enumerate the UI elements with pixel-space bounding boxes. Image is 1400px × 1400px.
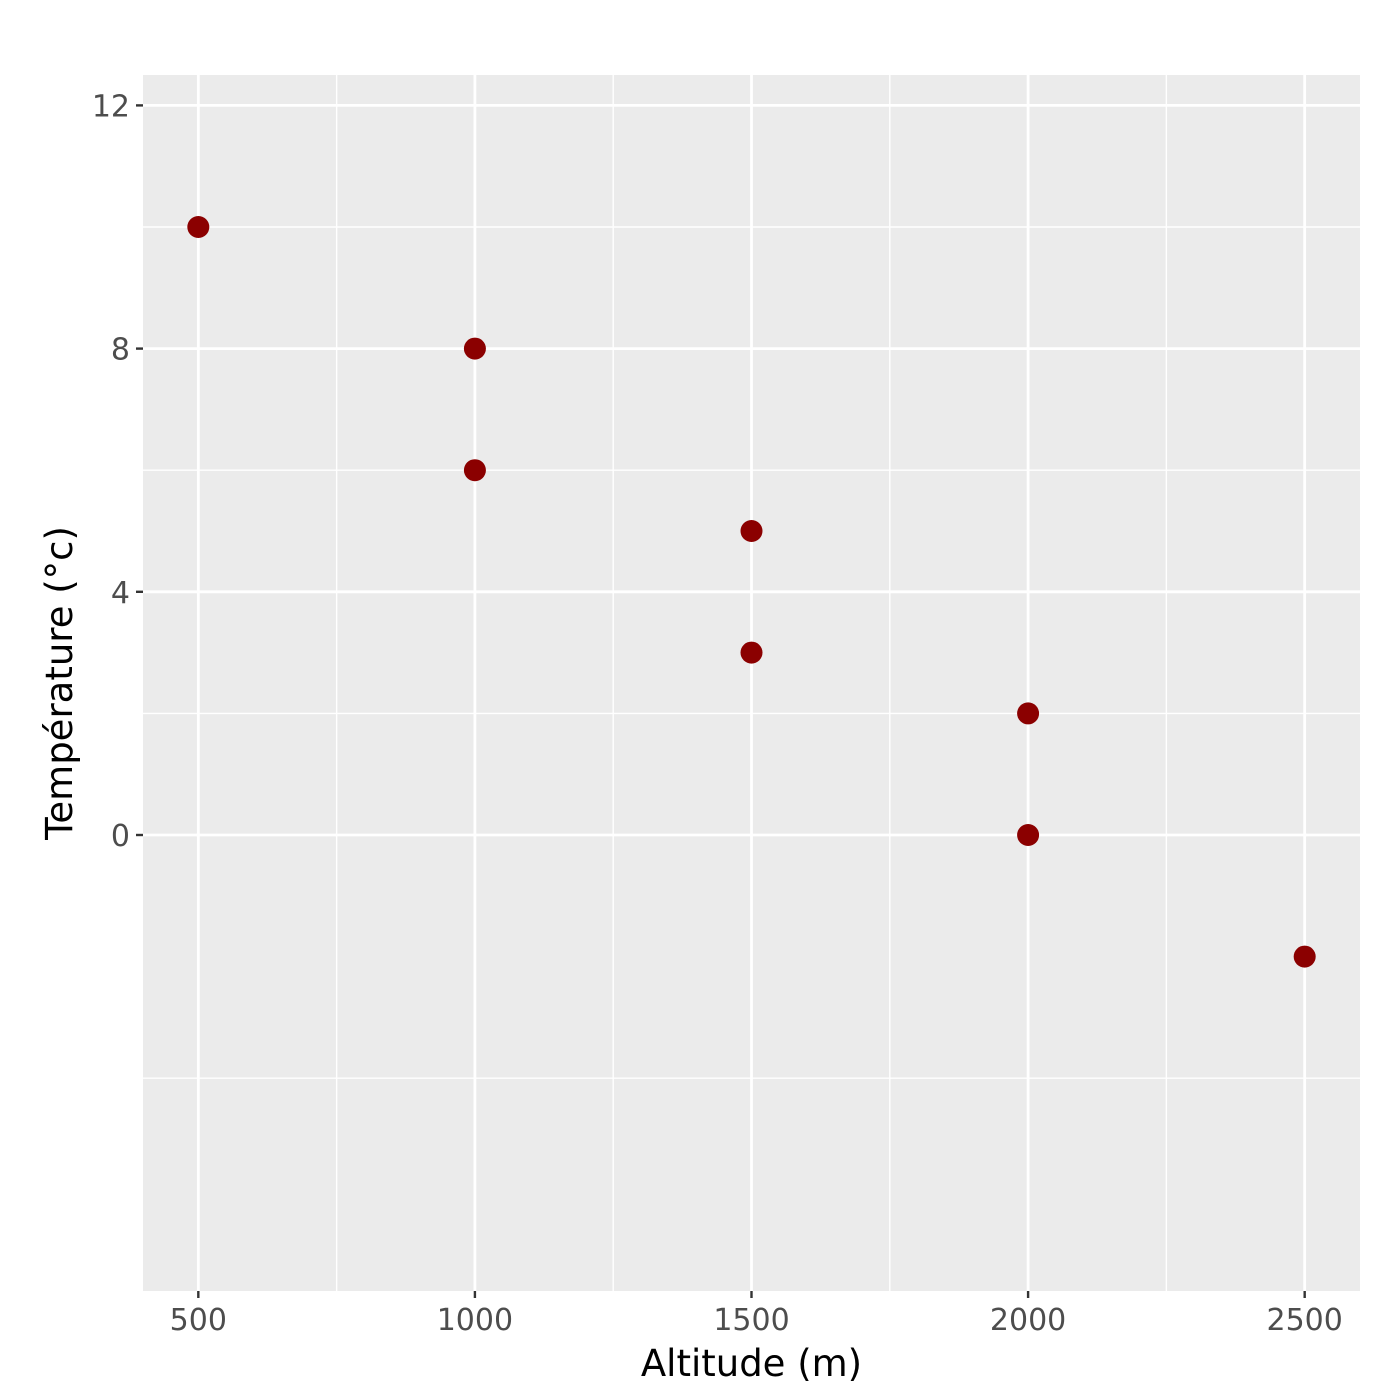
data-point bbox=[1293, 945, 1316, 968]
y-tick-label: 0 bbox=[111, 819, 130, 854]
major-gridlines bbox=[143, 75, 1360, 1291]
data-points bbox=[187, 216, 1316, 968]
data-point bbox=[1017, 702, 1040, 725]
y-tick-label: 12 bbox=[92, 89, 130, 124]
x-tick-label: 500 bbox=[170, 1303, 227, 1338]
data-point bbox=[463, 459, 486, 482]
data-point bbox=[187, 216, 210, 238]
y-tick-label: 8 bbox=[111, 333, 130, 368]
x-tick-label: 1000 bbox=[437, 1303, 513, 1338]
x-tick-label: 2500 bbox=[1267, 1303, 1343, 1338]
x-tick-label: 2000 bbox=[990, 1303, 1066, 1338]
y-tick-label: 4 bbox=[111, 576, 130, 611]
data-point bbox=[740, 641, 763, 664]
x-axis-title: Altitude (m) bbox=[641, 1342, 862, 1385]
data-point bbox=[740, 520, 763, 542]
y-axis-title: Température (°c) bbox=[38, 526, 81, 841]
data-point bbox=[463, 337, 486, 360]
y-axis: 0 4 8 12 bbox=[92, 89, 143, 854]
data-point bbox=[1017, 824, 1040, 846]
x-tick-label: 1500 bbox=[713, 1303, 789, 1338]
x-axis: 500 1000 1500 2000 2500 bbox=[170, 1291, 1343, 1338]
